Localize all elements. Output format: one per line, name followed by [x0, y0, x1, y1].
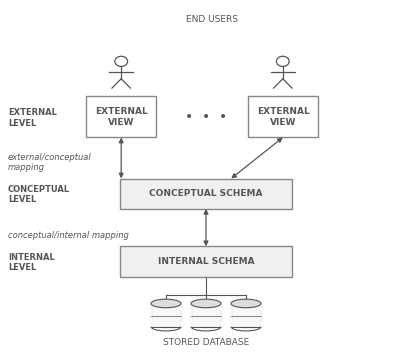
- Text: EXTERNAL
VIEW: EXTERNAL VIEW: [257, 107, 309, 127]
- Bar: [120, 178, 292, 209]
- Text: CONCEPTUAL SCHEMA: CONCEPTUAL SCHEMA: [149, 189, 263, 198]
- Text: INTERNAL
LEVEL: INTERNAL LEVEL: [8, 253, 55, 272]
- Text: STORED DATABASE: STORED DATABASE: [163, 338, 249, 347]
- Bar: [120, 246, 292, 277]
- Bar: [151, 303, 181, 327]
- Bar: [86, 96, 156, 137]
- Text: CONCEPTUAL
LEVEL: CONCEPTUAL LEVEL: [8, 185, 70, 204]
- Bar: [191, 303, 221, 327]
- Text: END USERS: END USERS: [186, 15, 238, 24]
- Text: external/conceptual
mapping: external/conceptual mapping: [8, 153, 92, 172]
- Ellipse shape: [151, 299, 181, 308]
- Text: INTERNAL SCHEMA: INTERNAL SCHEMA: [158, 257, 254, 266]
- Text: EXTERNAL
VIEW: EXTERNAL VIEW: [95, 107, 147, 127]
- Text: conceptual/internal mapping: conceptual/internal mapping: [8, 231, 129, 240]
- Bar: [231, 303, 261, 327]
- Ellipse shape: [231, 299, 261, 308]
- Text: •  •  •: • • •: [185, 110, 227, 124]
- Ellipse shape: [191, 299, 221, 308]
- Text: EXTERNAL
LEVEL: EXTERNAL LEVEL: [8, 108, 57, 127]
- Bar: [248, 96, 318, 137]
